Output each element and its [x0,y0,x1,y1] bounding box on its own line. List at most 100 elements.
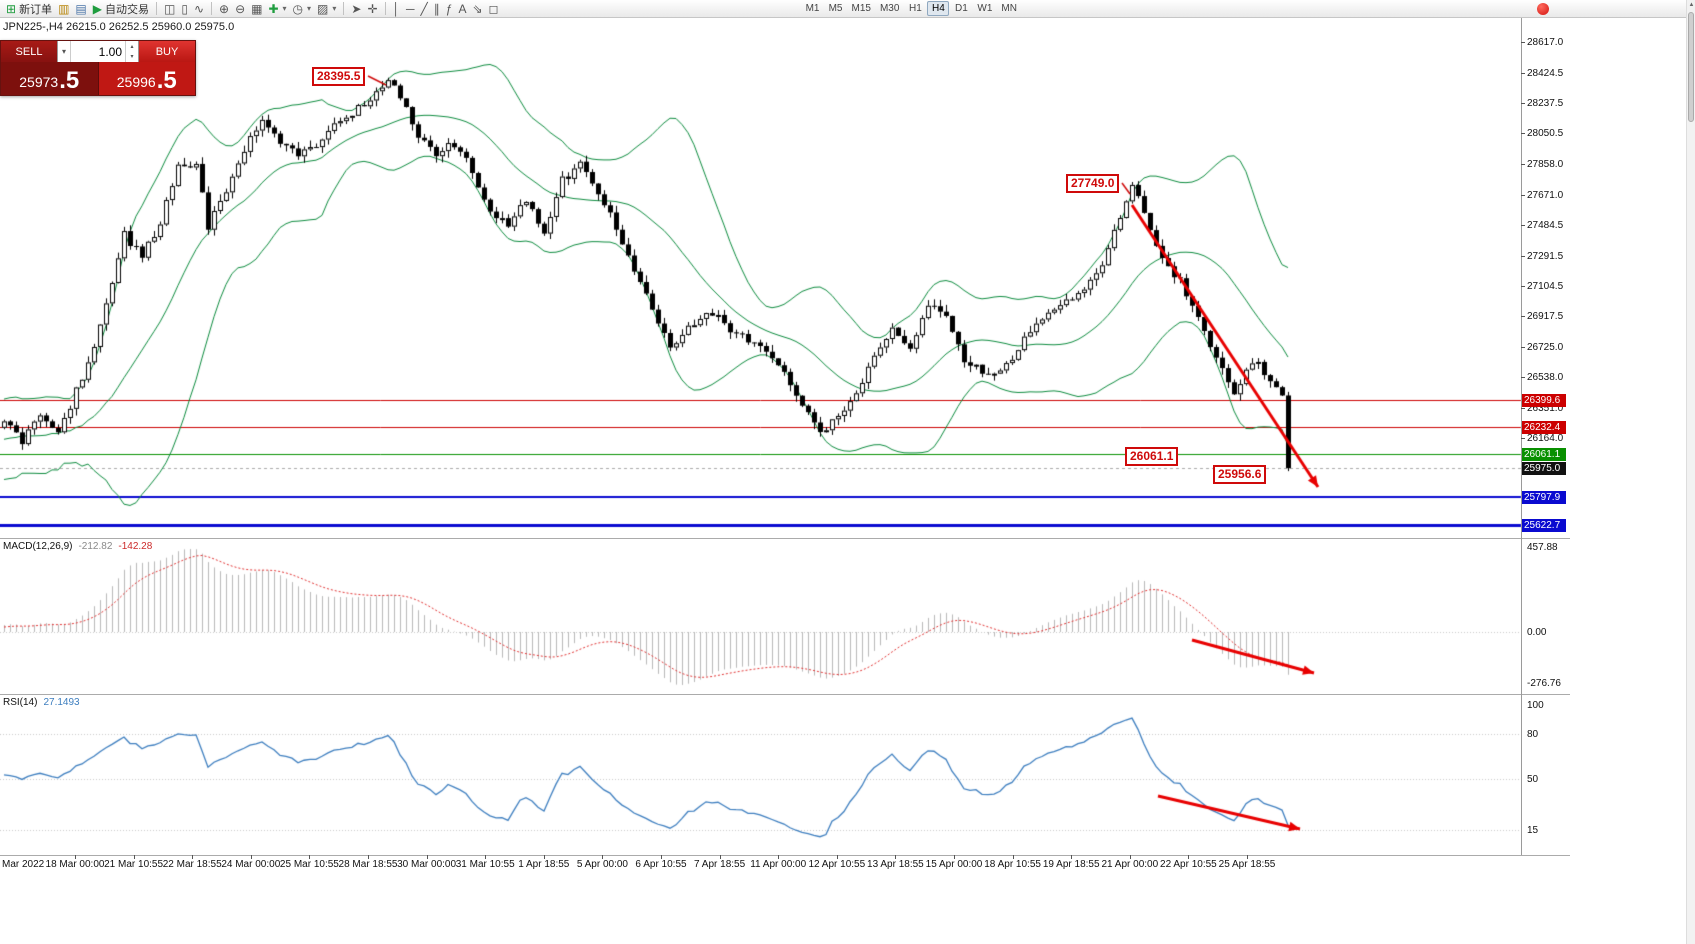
chevron-down-icon[interactable]: ▾ [58,41,71,62]
periods-button[interactable]: ◷ ▾ [290,1,315,17]
price-axis-border [1521,18,1522,855]
buy-button[interactable]: BUY [139,41,195,62]
timeframe-m30-button[interactable]: M30 [879,3,900,14]
timeframe-mn-button[interactable]: MN [1001,3,1017,14]
templates-button[interactable]: ▨ ▾ [314,1,339,17]
stepper-up-icon[interactable]: ▴ [130,43,134,50]
zoom-out-button[interactable]: ⊖ [232,1,248,17]
tile-windows-icon: ▦ [251,1,263,16]
candlestick-chart-icon: ▯ [181,1,188,16]
one-click-trading-panel: SELL ▾ 1.00 ▴ ▾ BUY 25973.5 25996.5 [0,40,196,96]
bar-chart-button[interactable]: ◫ [161,1,178,17]
scroll-up-arrow[interactable]: ▲ [1688,2,1695,8]
sell-price[interactable]: 25973.5 [1,62,98,95]
rsi-title: RSI(14) [3,697,38,708]
toolbar-separator [155,2,157,15]
templates-icon: ▨ [317,1,329,16]
price-callout[interactable]: 27749.0 [1066,174,1120,193]
toolbar-separator [343,2,345,15]
arrow-tools-button[interactable]: ⇘ [469,1,485,17]
horizontal-line-icon: ─ [406,1,415,16]
sell-price-frac: .5 [59,67,80,94]
buy-price-main: 25996 [116,74,156,90]
buy-price-frac: .5 [156,67,177,94]
timeframe-w1-button[interactable]: W1 [977,3,993,14]
timeframe-d1-button[interactable]: D1 [955,3,968,14]
zoom-in-icon: ⊕ [219,1,230,16]
price-callout[interactable]: 26061.1 [1125,447,1179,466]
volume-field[interactable]: ▾ 1.00 ▴ ▾ [57,41,139,62]
chart-profiles-button[interactable]: ▥ [55,1,72,17]
rsi-value: 27.1493 [43,697,80,708]
timeframe-group: M1 M5 M15 M30 H1 H4 D1 W1 MN [802,1,1021,16]
horizontal-line-button[interactable]: ─ [403,1,418,17]
toolbar-separator [211,2,212,15]
cursor-button[interactable]: ➤ [348,1,364,17]
crosshair-icon: ✛ [367,1,378,16]
notification-icon[interactable] [1537,3,1549,15]
rsi-panel-separator[interactable] [0,694,1570,695]
bar-chart-icon: ◫ [163,1,176,16]
text-label-button[interactable]: A [455,1,469,17]
equidistant-channel-icon: ∥ [433,1,440,16]
data-window-icon: ▤ [75,1,87,16]
macd-panel-separator[interactable] [0,538,1570,539]
timeframe-h1-button[interactable]: H1 [909,3,922,14]
indicators-icon: ✚ [268,1,279,16]
new-order-button[interactable]: ⊞ 新订单 [3,1,55,17]
indicators-button[interactable]: ✚ ▾ [265,1,289,17]
timeframe-h4-button[interactable]: H4 [927,1,950,16]
equidistant-channel-button[interactable]: ∥ [431,1,443,17]
zoom-in-button[interactable]: ⊕ [216,1,232,17]
auto-trading-icon: ▶ [92,1,102,16]
scrollbar-thumb[interactable] [1688,12,1694,122]
fibonacci-button[interactable]: ƒ [443,1,456,17]
line-chart-button[interactable]: ∿ [191,1,207,17]
trendline-button[interactable]: ╱ [418,1,431,17]
line-chart-icon: ∿ [193,1,204,16]
data-window-button[interactable]: ▤ [72,1,89,17]
volume-value: 1.00 [98,44,122,59]
stepper-down-icon[interactable]: ▾ [130,54,134,61]
zoom-out-icon: ⊖ [235,1,246,16]
price-callout[interactable]: 28395.5 [312,67,366,86]
shapes-button[interactable]: ◻ [486,1,502,17]
crosshair-button[interactable]: ✛ [364,1,380,17]
macd-title: MACD(12,26,9) [3,541,73,552]
cursor-icon: ➤ [351,1,362,16]
chevron-down-icon[interactable]: ▾ [332,4,337,13]
fibonacci-icon: ƒ [445,1,453,16]
vertical-scrollbar[interactable]: ▲ [1686,0,1695,944]
vertical-line-button[interactable]: │ [390,1,404,17]
timeframe-m5-button[interactable]: M5 [828,3,843,14]
buy-price[interactable]: 25996.5 [97,62,195,95]
macd-indicator-label: MACD(12,26,9) -212.82 -142.28 [3,541,152,552]
new-order-label: 新订单 [19,3,53,16]
macd-signal-value: -142.28 [118,541,153,552]
chevron-down-icon[interactable]: ▾ [282,4,287,13]
toolbar-buttons: ⊞ 新订单 ▥ ▤ ▶ 自动交易 ◫ ▯ ∿ ⊕ ⊖ ▦ ✚ ▾ ◷ ▾ ▨ ▾ ➤ ✛ │ ─ ╱ ∥ ƒ A ⇘ ◻ [3,1,802,17]
chevron-down-icon[interactable]: ▾ [307,4,312,13]
auto-trading-label: 自动交易 [104,3,149,16]
arrow-tools-icon: ⇘ [472,1,483,16]
timeframe-m15-button[interactable]: M15 [851,3,871,14]
timeframe-m1-button[interactable]: M1 [805,3,820,14]
toolbar: ⊞ 新订单 ▥ ▤ ▶ 自动交易 ◫ ▯ ∿ ⊕ ⊖ ▦ ✚ ▾ ◷ ▾ ▨ ▾ ➤ ✛ │ ─ ╱ ∥ ƒ A ⇘ ◻ M1 M5 M1… [0,0,1695,18]
trendline-icon: ╱ [420,1,428,16]
macd-main-value: -212.82 [78,541,113,552]
toolbar-separator [384,2,386,15]
symbol-ohlc-label: JPN225-,H4 26215.0 26252.5 25960.0 25975… [3,21,235,33]
price-callout[interactable]: 25956.6 [1213,465,1267,484]
candlestick-chart-button[interactable]: ▯ [178,1,191,17]
new-order-icon: ⊞ [6,1,17,16]
volume-stepper[interactable]: ▴ ▾ [125,41,138,62]
tile-windows-button[interactable]: ▦ [248,1,265,17]
periods-icon: ◷ [292,1,304,16]
auto-trading-button[interactable]: ▶ 自动交易 [90,1,152,17]
sell-button[interactable]: SELL [1,41,57,62]
time-axis-separator [0,855,1570,856]
text-label-icon: A [458,1,467,16]
vertical-line-icon: │ [392,1,401,16]
chart-profiles-icon: ▥ [58,1,70,16]
